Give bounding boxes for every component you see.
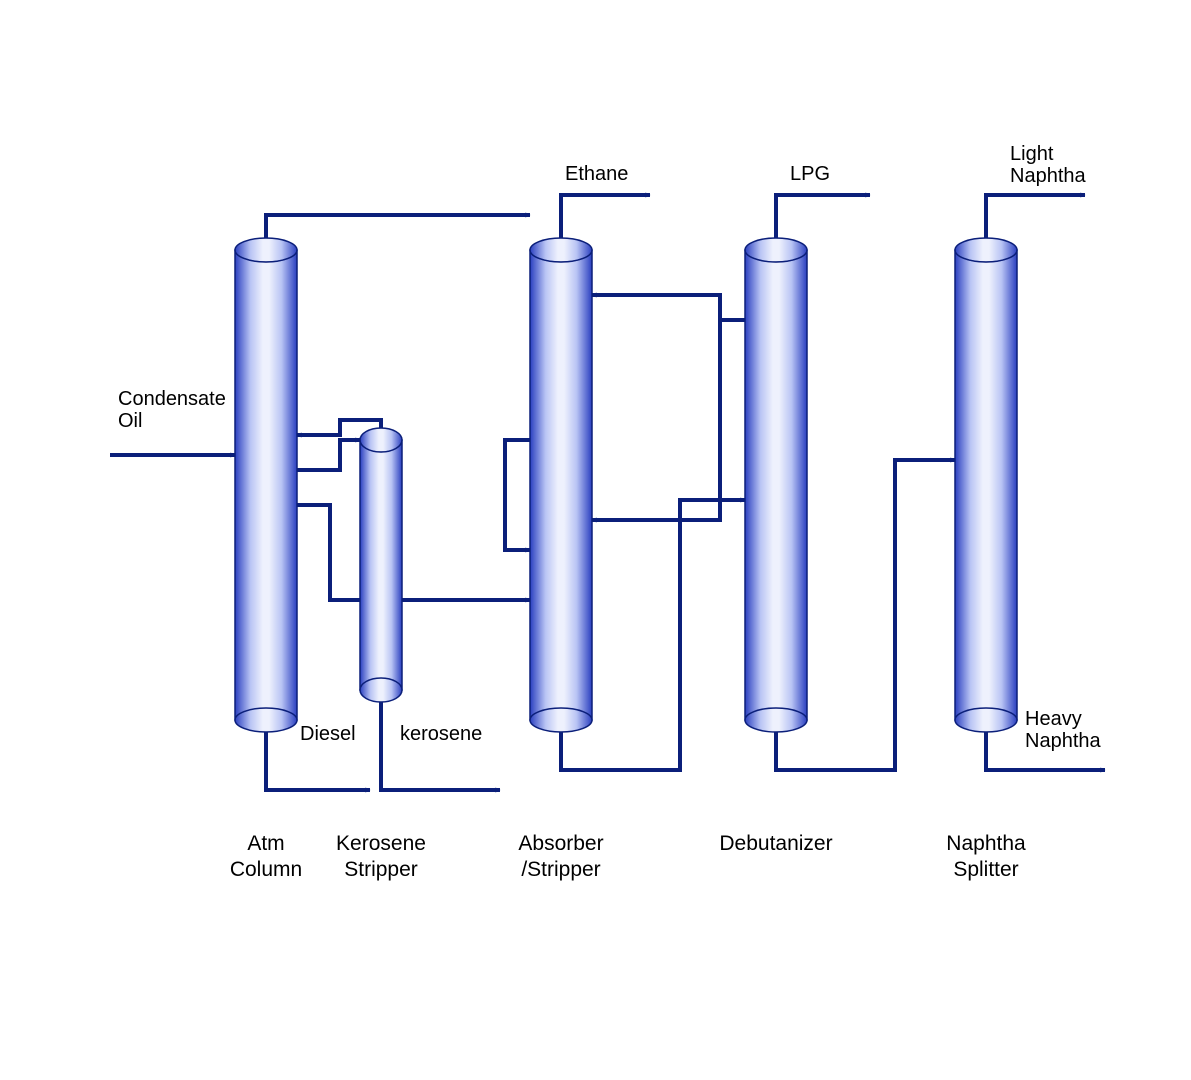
column-kero [360,428,402,702]
column-debut [745,238,807,732]
stream-label-kerosene_out: kerosene [400,723,482,745]
columns-layer [235,238,1017,732]
stream-label-diesel_out: Diesel [300,723,356,745]
column-atm [235,238,297,732]
column-label-debut: Debutanizer [719,832,832,855]
stream-label-light_naphtha_out: LightNaphtha [1010,143,1086,187]
stream-debut_recycle_lower [592,320,720,520]
stream-abs_mid_loop_out [505,440,530,490]
process-flow-diagram: CondensateOil Diesel kerosene Ethane LPG Ligh… [0,0,1191,1080]
column-label-naphtha: NaphthaSplitter [946,832,1026,881]
column-label-atm: AtmColumn [230,832,302,881]
stream-atm_to_kero_top [297,440,360,470]
stream-debut_recycle_upper [592,295,745,320]
stream-label-heavy_naphtha_out: HeavyNaphtha [1025,708,1101,752]
stream-label-ethane_out: Ethane [565,163,628,185]
column-naphtha [955,238,1017,732]
column-labels: AtmColumn KeroseneStripper Absorber/Stripp… [230,832,1026,881]
stream-atm_to_abs_lower [297,505,530,600]
column-label-kero: KeroseneStripper [336,832,426,881]
stream-label-lpg_out: LPG [790,163,830,185]
stream-label-condensate_in: CondensateOil [118,388,226,432]
column-abs [530,238,592,732]
stream-atm_top_to_abs [266,215,530,250]
stream-abs_mid_loop_in [505,490,530,550]
column-label-abs: Absorber/Stripper [518,832,603,881]
